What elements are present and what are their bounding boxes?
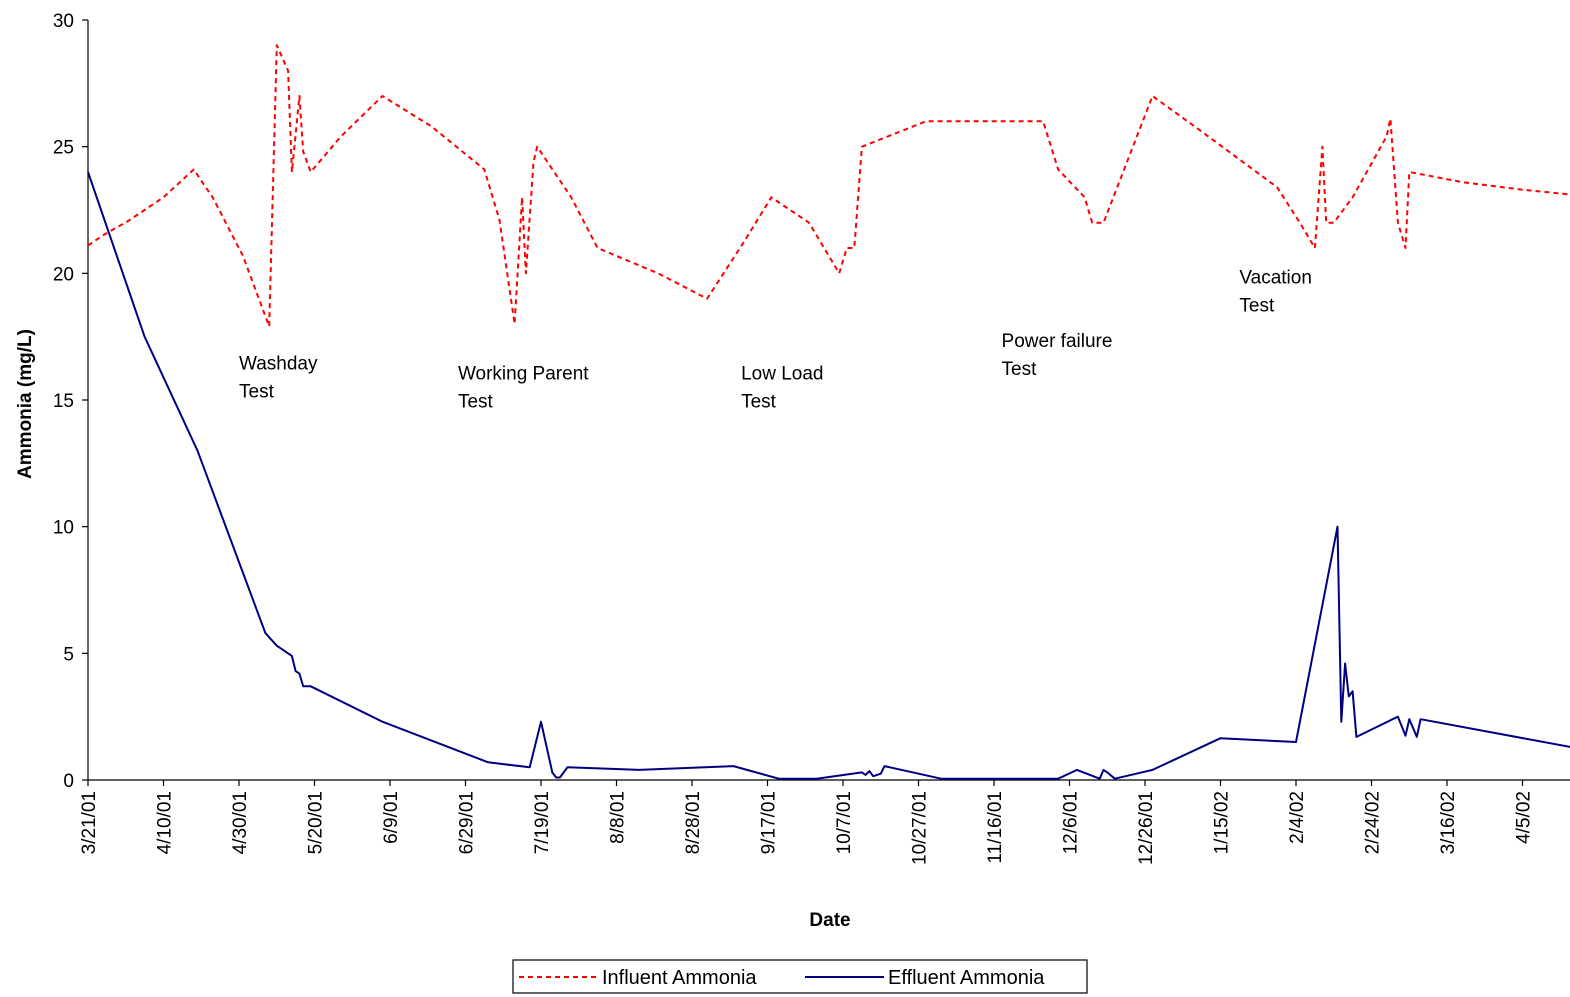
plot-area: [88, 20, 1570, 780]
x-tick-label: 3/21/01: [79, 791, 100, 854]
annotation-label: Power failure Test: [1002, 331, 1113, 380]
x-tick-label: 6/29/01: [457, 791, 478, 854]
y-tick-label: 5: [63, 644, 74, 665]
y-tick-label: 10: [53, 518, 74, 539]
annotation-line: Test: [741, 392, 777, 413]
x-tick-label: 10/7/01: [834, 791, 855, 854]
x-tick-label: 12/6/01: [1061, 791, 1082, 854]
x-tick-label: 4/5/02: [1514, 791, 1535, 844]
y-tick-label: 0: [63, 771, 74, 792]
x-tick-label: 7/19/01: [532, 791, 553, 854]
annotation-label: Low Load Test: [741, 364, 823, 413]
annotation-line: Low Load: [741, 364, 823, 385]
annotation-line: Test: [1002, 359, 1038, 380]
x-tick-label: 3/16/02: [1438, 791, 1459, 854]
annotation-label: Working Parent Test: [458, 364, 589, 413]
y-axis-title: Ammonia (mg/L): [15, 329, 36, 479]
annotation-line: Vacation: [1239, 267, 1312, 288]
annotation-label: Vacation Test: [1239, 267, 1312, 316]
x-tick-label: 6/9/01: [381, 791, 402, 844]
x-tick-label: 5/20/01: [306, 791, 327, 854]
legend-frame: [512, 959, 1088, 994]
y-tick-label: 25: [53, 138, 74, 159]
x-axis: 3/21/01 4/10/01 4/30/01 5/20/01 6/9/01 6/29/0…: [79, 779, 1570, 865]
series-layer: [87, 44, 1570, 780]
series-line-influent: [87, 44, 1570, 328]
x-tick-label: 8/8/01: [608, 791, 629, 844]
annotation-line: Washday: [239, 354, 318, 375]
annotation-label: Washday Test: [239, 354, 318, 403]
x-tick-label: 2/24/02: [1363, 791, 1384, 854]
annotation-line: Test: [458, 392, 494, 413]
x-tick-label: 2/4/02: [1287, 791, 1308, 844]
y-tick-label: 20: [53, 264, 74, 285]
annotation-layer: Washday Test Working Parent Test Low Load Tes…: [239, 267, 1312, 412]
y-tick-label: 15: [53, 391, 74, 412]
x-tick-label: 4/10/01: [155, 791, 176, 854]
x-tick-label: 4/30/01: [230, 791, 251, 854]
annotation-line: Working Parent: [458, 364, 589, 385]
series-line-effluent: [87, 171, 1570, 780]
annotation-line: Power failure: [1002, 331, 1113, 352]
x-axis-title: Date: [809, 910, 850, 931]
x-tick-label: 12/26/01: [1136, 791, 1157, 865]
x-tick-label: 9/17/01: [759, 791, 780, 854]
legend: Influent Ammonia Effluent Ammonia: [512, 959, 1088, 994]
legend-label-influent: Influent Ammonia: [602, 967, 757, 989]
plot-background: [88, 20, 1570, 780]
x-tick-label: 11/16/01: [985, 791, 1006, 864]
x-tick-label: 10/27/01: [910, 791, 931, 865]
y-tick-label: 30: [53, 11, 74, 32]
x-tick-label: 1/15/02: [1212, 791, 1233, 854]
x-tick-label: 8/28/01: [683, 791, 704, 854]
y-axis: 0 5 10 15 20 25 30: [53, 11, 89, 792]
annotation-line: Test: [239, 382, 275, 403]
annotation-line: Test: [1239, 295, 1275, 316]
legend-label-effluent: Effluent Ammonia: [888, 967, 1045, 989]
